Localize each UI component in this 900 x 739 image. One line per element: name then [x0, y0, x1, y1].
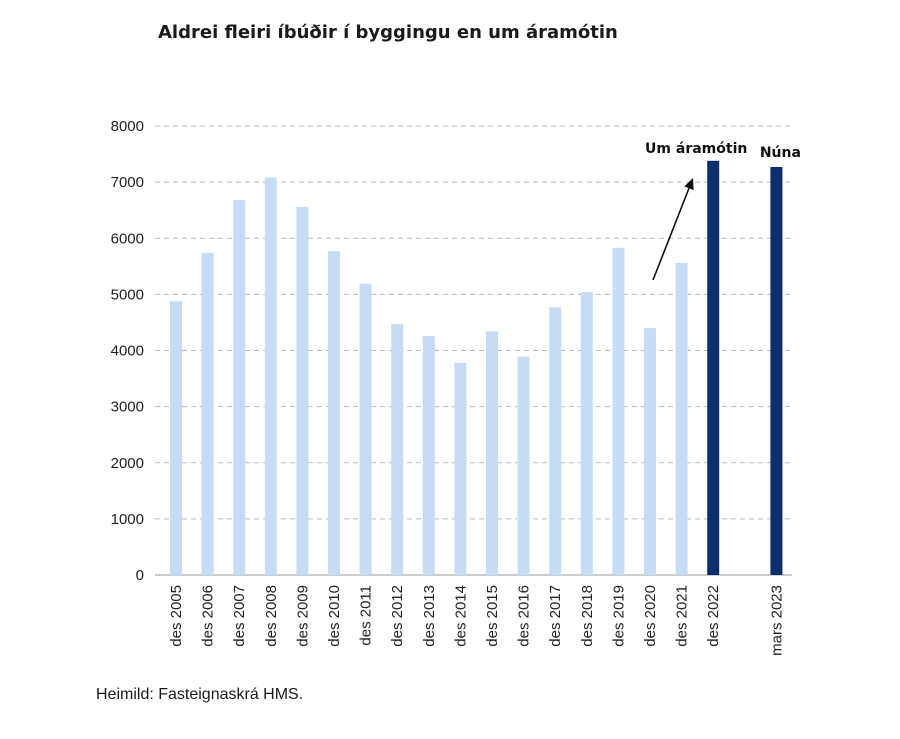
x-tick-label: des 2006 [200, 585, 217, 647]
x-tick-label: des 2010 [326, 585, 343, 647]
source-note: Heimild: Fasteignaskrá HMS. [96, 686, 304, 703]
y-tick-label: 4000 [111, 343, 144, 360]
y-axis: 0 1000 2000 3000 4000 5000 6000 7000 8000 [111, 118, 144, 584]
y-tick-label: 6000 [111, 230, 144, 247]
annotation-arrow [652, 187, 690, 281]
annotation-arrow-head [684, 178, 694, 191]
chart-title: Aldrei fleiri íbúðir í byggingu en um ár… [158, 22, 618, 43]
bar [264, 177, 277, 575]
x-tick-label: des 2015 [484, 585, 501, 647]
y-tick-label: 3000 [111, 399, 144, 416]
bar [675, 262, 688, 575]
annotation-label: Um áramótin [645, 141, 747, 157]
x-tick-label: des 2022 [705, 585, 722, 647]
bar [486, 331, 498, 575]
bar [233, 200, 246, 575]
y-tick-label: 8000 [111, 118, 144, 135]
bar [517, 356, 530, 575]
bar [580, 292, 593, 575]
x-axis: des 2005 des 2006 des 2007 des 2008 des 2009… [168, 585, 785, 656]
bar [170, 301, 182, 575]
bar [549, 307, 562, 575]
bar [770, 166, 783, 575]
x-tick-label: des 2016 [516, 585, 533, 647]
bar [707, 160, 720, 576]
bars [170, 160, 783, 576]
bar [612, 247, 625, 575]
x-tick-label: des 2017 [547, 585, 564, 647]
x-tick-label: des 2014 [452, 585, 469, 647]
bar [391, 324, 404, 575]
bar [296, 206, 309, 575]
x-tick-label: des 2020 [642, 585, 659, 647]
x-tick-label: des 2018 [579, 585, 596, 647]
y-tick-label: 5000 [111, 286, 144, 303]
x-tick-label: mars 2023 [768, 585, 785, 656]
annotation-label: Núna [760, 145, 801, 161]
x-tick-label: des 2011 [358, 585, 375, 646]
bar [201, 252, 214, 575]
bar [328, 251, 340, 575]
y-tick-label: 0 [136, 567, 144, 584]
y-tick-label: 1000 [111, 511, 144, 528]
x-tick-label: des 2008 [263, 585, 280, 647]
y-tick-label: 7000 [111, 174, 144, 191]
bar [644, 328, 656, 575]
y-tick-label: 2000 [111, 455, 144, 472]
x-tick-label: des 2019 [610, 585, 627, 647]
x-tick-label: des 2012 [389, 585, 406, 647]
x-tick-label: des 2005 [168, 585, 185, 647]
x-tick-label: des 2013 [421, 585, 438, 647]
x-tick-label: des 2007 [231, 585, 248, 647]
bar [359, 283, 372, 575]
x-tick-label: des 2021 [674, 585, 691, 647]
bar [454, 362, 467, 575]
gridlines [155, 125, 792, 576]
annotations: Um áramótin Núna [645, 141, 801, 281]
bar [422, 335, 435, 575]
x-tick-label: des 2009 [294, 585, 311, 647]
